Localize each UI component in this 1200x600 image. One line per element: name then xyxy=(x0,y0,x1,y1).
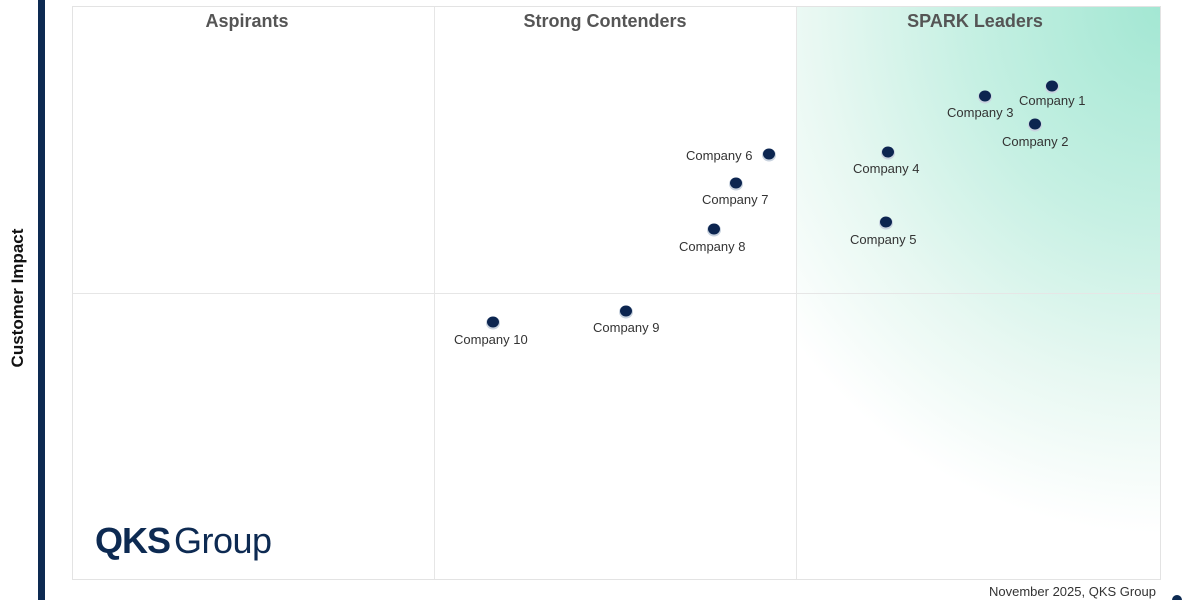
data-point-company-6[interactable] xyxy=(763,148,775,160)
point-label-company-2: Company 2 xyxy=(1002,134,1069,149)
data-point-company-8[interactable] xyxy=(708,223,720,235)
data-point-company-5[interactable] xyxy=(880,216,892,228)
footer-credit: November 2025, QKS Group xyxy=(989,584,1156,599)
data-point-company-3[interactable] xyxy=(979,90,991,102)
y-axis-label: Customer Impact xyxy=(8,228,27,368)
point-label-company-4: Company 4 xyxy=(853,161,920,176)
point-label-company-1: Company 1 xyxy=(1019,93,1086,108)
quadrant-title-spark-leaders: SPARK Leaders xyxy=(907,11,1043,31)
point-label-company-9: Company 9 xyxy=(593,320,660,335)
data-point-company-10[interactable] xyxy=(487,316,499,328)
point-label-company-3: Company 3 xyxy=(947,105,1014,120)
data-point-company-1[interactable] xyxy=(1046,80,1058,92)
data-point-company-9[interactable] xyxy=(620,305,632,317)
data-point-company-2[interactable] xyxy=(1029,118,1041,130)
data-point-company-7[interactable] xyxy=(730,177,742,189)
qks-group-logo: QKS Group xyxy=(95,520,272,562)
logo-bold-text: QKS xyxy=(95,520,171,561)
point-label-company-10: Company 10 xyxy=(454,332,528,347)
point-label-company-5: Company 5 xyxy=(850,232,917,247)
data-point-company-4[interactable] xyxy=(882,146,894,158)
divider-horizontal xyxy=(73,293,1160,294)
quadrant-title-strong-contenders: Strong Contenders xyxy=(523,11,687,31)
point-label-company-8: Company 8 xyxy=(679,239,746,254)
quadrant-title-aspirants: Aspirants xyxy=(205,11,289,31)
y-axis-bar xyxy=(38,0,45,600)
corner-mark xyxy=(1172,595,1182,600)
logo-regular-text: Group xyxy=(174,520,272,561)
point-label-company-6: Company 6 xyxy=(686,148,753,163)
point-label-company-7: Company 7 xyxy=(702,192,769,207)
quadrant-plot: Aspirants Strong Contenders SPARK Leader… xyxy=(72,6,1161,580)
